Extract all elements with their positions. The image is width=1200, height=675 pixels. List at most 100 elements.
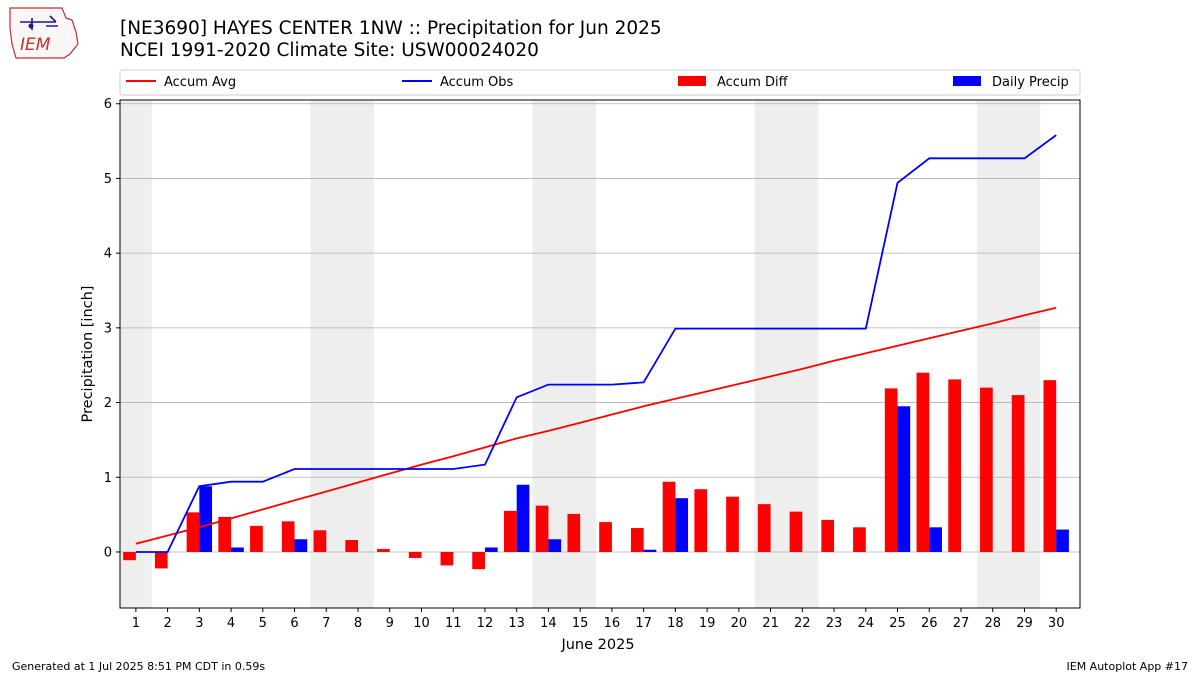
weekend-band-1 — [120, 100, 152, 608]
ytick-label-1: 1 — [104, 471, 112, 486]
app-note: IEM Autoplot App #17 — [1066, 660, 1189, 673]
xtick-label-7: 7 — [322, 616, 330, 631]
xtick-label-26: 26 — [921, 616, 938, 631]
bar-accum-diff-day-18 — [662, 481, 676, 552]
bar-accum-diff-day-15 — [567, 513, 581, 552]
bar-accum-diff-day-22 — [789, 511, 803, 552]
title-line-2: NCEI 1991-2020 Climate Site: USW00024020 — [120, 40, 539, 61]
bar-daily-precip-day-25 — [897, 406, 911, 552]
xtick-label-16: 16 — [604, 616, 621, 631]
ytick-label-5: 5 — [104, 172, 112, 187]
bar-daily-precip-day-14 — [548, 539, 562, 552]
bar-accum-diff-day-17 — [630, 528, 644, 552]
legend: Accum Avg Accum Obs Accum Diff Daily Pre… — [119, 69, 1081, 96]
xtick-label-14: 14 — [540, 616, 557, 631]
bar-accum-diff-day-24 — [853, 527, 866, 552]
bar-daily-precip-day-6 — [294, 539, 308, 552]
xtick-label-1: 1 — [132, 616, 140, 631]
bar-accum-diff-day-9 — [377, 548, 390, 552]
logo-text: IEM — [20, 35, 51, 55]
bar-accum-diff-day-13 — [504, 510, 517, 552]
iem-logo: IEM — [9, 7, 79, 59]
bar-daily-precip-day-26 — [929, 527, 942, 552]
bar-accum-diff-day-4 — [218, 516, 232, 552]
ytick-label-0: 0 — [104, 545, 112, 560]
chart-title: [NE3690] HAYES CENTER 1NW :: Precipitati… — [120, 18, 662, 62]
xtick-label-21: 21 — [762, 616, 779, 631]
xtick-label-2: 2 — [163, 616, 171, 631]
bars — [123, 372, 1069, 570]
plot-frame — [119, 99, 1081, 609]
bar-accum-diff-day-30 — [1043, 380, 1057, 552]
ytick-label-6: 6 — [104, 97, 112, 112]
bar-accum-diff-day-11 — [440, 551, 454, 566]
xtick-label-10: 10 — [413, 616, 430, 631]
xtick-label-13: 13 — [508, 616, 525, 631]
xtick-label-9: 9 — [386, 616, 394, 631]
xtick-label-22: 22 — [794, 616, 811, 631]
legend-daily-precip: Daily Precip — [992, 75, 1069, 90]
xtick-label-12: 12 — [477, 616, 494, 631]
generated-note: Generated at 1 Jul 2025 8:51 PM CDT in 0… — [12, 660, 266, 673]
bar-daily-precip-day-18 — [675, 498, 689, 552]
bar-accum-diff-day-29 — [1011, 395, 1025, 552]
legend-accum-avg: Accum Avg — [164, 75, 236, 90]
bar-accum-diff-day-20 — [726, 496, 739, 552]
x-axis-label: June 2025 — [560, 637, 634, 653]
xtick-label-27: 27 — [953, 616, 970, 631]
bar-daily-precip-day-30 — [1056, 529, 1069, 552]
xtick-label-18: 18 — [667, 616, 684, 631]
ytick-label-4: 4 — [104, 247, 112, 262]
bar-accum-diff-day-26 — [916, 372, 930, 552]
bar-accum-diff-day-19 — [694, 489, 708, 552]
bar-accum-diff-day-8 — [345, 540, 359, 552]
bar-daily-precip-day-17 — [643, 549, 657, 552]
xtick-label-30: 30 — [1048, 616, 1065, 631]
xtick-label-19: 19 — [699, 616, 716, 631]
xtick-label-3: 3 — [195, 616, 203, 631]
legend-frame — [119, 69, 1081, 96]
line-accum-avg — [135, 306, 1057, 545]
title-line-1: [NE3690] HAYES CENTER 1NW :: Precipitati… — [120, 18, 662, 39]
xtick-label-15: 15 — [572, 616, 589, 631]
ytick-label-3: 3 — [104, 321, 112, 336]
weekend-band-7 — [310, 100, 374, 608]
y-axis-label: Precipitation [inch] — [80, 286, 96, 423]
grid-lines — [120, 103, 1080, 553]
xtick-label-28: 28 — [984, 616, 1001, 631]
lines — [135, 134, 1057, 553]
line-accum-obs — [135, 134, 1057, 553]
ytick-label-2: 2 — [104, 396, 112, 411]
xtick-label-23: 23 — [826, 616, 843, 631]
bar-daily-precip-day-3 — [199, 486, 213, 552]
bar-daily-precip-day-13 — [516, 484, 530, 552]
bar-accum-diff-day-5 — [250, 525, 263, 552]
xtick-label-24: 24 — [858, 616, 875, 631]
bar-accum-diff-day-1 — [123, 551, 136, 561]
xtick-label-11: 11 — [445, 616, 462, 631]
bar-accum-diff-day-2 — [154, 551, 168, 569]
bar-accum-diff-day-23 — [821, 519, 835, 552]
bar-accum-diff-day-25 — [884, 388, 898, 552]
bar-accum-diff-day-27 — [948, 379, 961, 552]
bar-accum-diff-day-6 — [281, 521, 295, 552]
xtick-label-5: 5 — [259, 616, 267, 631]
bar-accum-diff-day-3 — [186, 512, 200, 552]
bar-accum-diff-day-28 — [980, 387, 993, 552]
bar-accum-diff-day-14 — [535, 505, 549, 552]
bar-accum-diff-day-7 — [313, 530, 327, 552]
xtick-label-17: 17 — [635, 616, 652, 631]
legend-daily-swatch — [953, 76, 981, 86]
bar-accum-diff-day-12 — [472, 551, 485, 570]
legend-accum-diff: Accum Diff — [717, 75, 789, 90]
bar-accum-diff-day-16 — [599, 522, 612, 552]
legend-diff-swatch — [678, 76, 706, 86]
legend-accum-obs: Accum Obs — [440, 75, 513, 90]
bar-accum-diff-day-21 — [757, 504, 771, 552]
xtick-label-4: 4 — [227, 616, 235, 631]
xtick-label-25: 25 — [889, 616, 906, 631]
bar-accum-diff-day-10 — [408, 551, 422, 558]
xtick-label-8: 8 — [354, 616, 362, 631]
